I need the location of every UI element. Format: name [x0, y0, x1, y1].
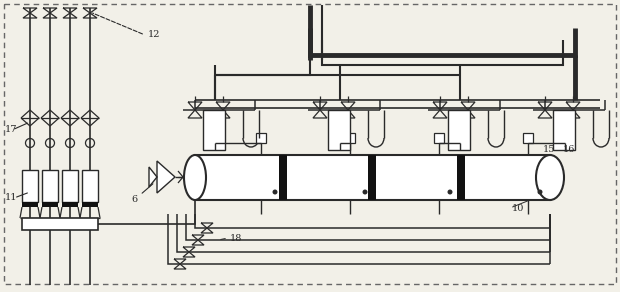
Bar	[22, 218, 98, 230]
Bar	[434, 133, 444, 143]
Bar	[328, 110, 350, 150]
Text: 6: 6	[131, 195, 137, 204]
Bar	[82, 202, 98, 207]
Bar	[195, 155, 550, 200]
Bar	[42, 202, 58, 207]
Text: 18: 18	[230, 234, 242, 243]
Bar	[22, 202, 38, 207]
Bar	[368, 155, 376, 200]
Text: 10: 10	[512, 204, 525, 213]
Bar	[256, 133, 266, 143]
Circle shape	[273, 190, 278, 194]
Text: 11: 11	[5, 193, 17, 202]
Bar	[448, 110, 470, 150]
Bar	[553, 110, 575, 150]
Circle shape	[363, 190, 368, 194]
Bar	[62, 202, 78, 207]
Bar	[82, 170, 98, 202]
Bar	[42, 170, 58, 202]
Text: 15: 15	[543, 145, 556, 154]
Bar	[457, 155, 465, 200]
Bar	[22, 170, 38, 202]
Ellipse shape	[536, 155, 564, 200]
Text: 16: 16	[563, 145, 575, 154]
Bar	[345, 133, 355, 143]
Text: 17: 17	[5, 125, 17, 134]
Bar	[203, 110, 225, 150]
Ellipse shape	[184, 155, 206, 200]
Circle shape	[448, 190, 453, 194]
Circle shape	[538, 190, 542, 194]
Polygon shape	[149, 167, 157, 187]
Polygon shape	[157, 161, 175, 193]
Bar	[279, 155, 287, 200]
Bar	[523, 133, 533, 143]
Text: 12: 12	[148, 30, 161, 39]
Bar	[62, 170, 78, 202]
